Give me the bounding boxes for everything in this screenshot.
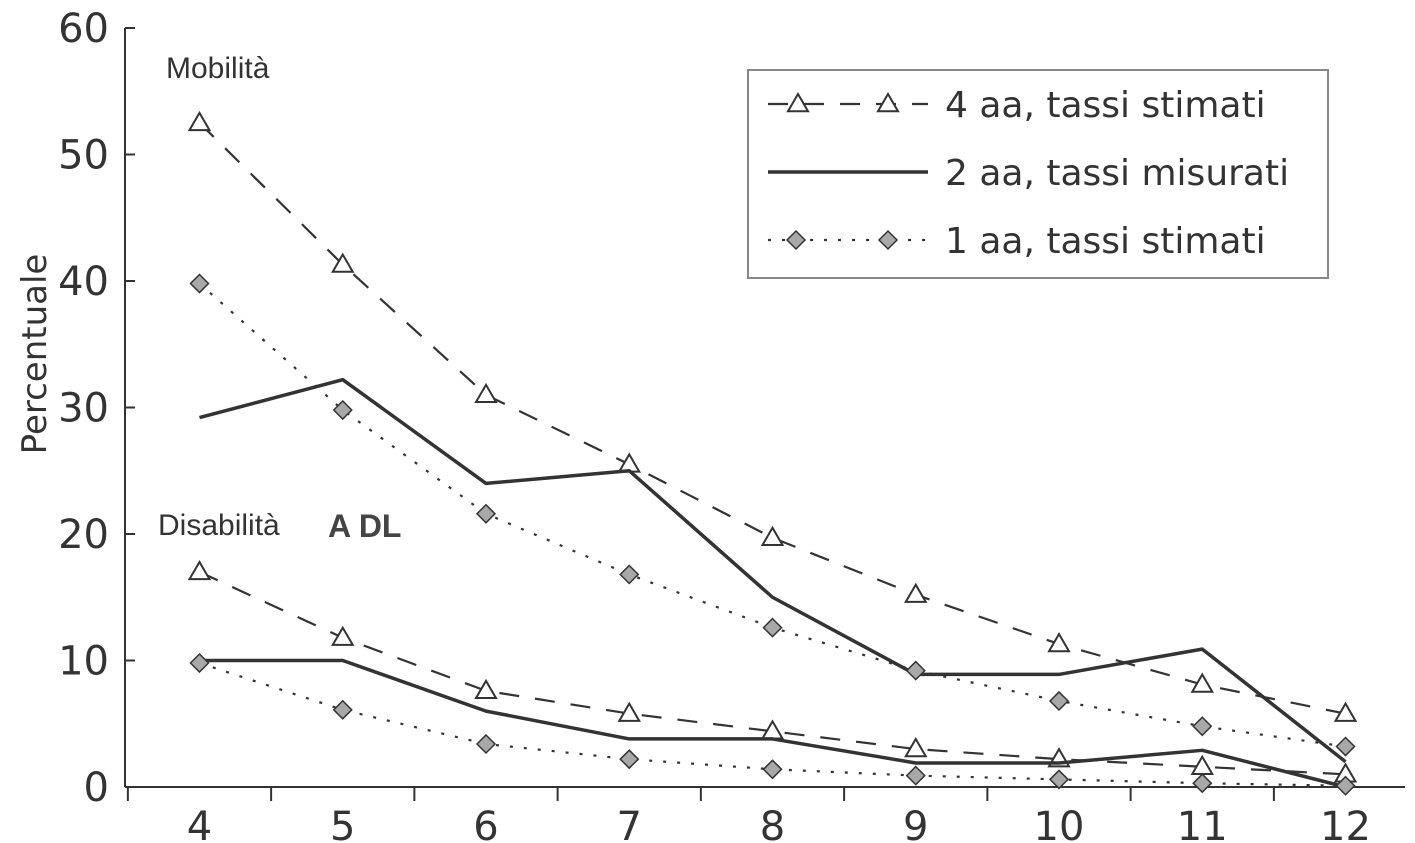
series-line <box>198 122 1346 715</box>
annotation-mobilita: Mobilità <box>166 52 270 85</box>
x-tick-label: 10 <box>1034 804 1085 843</box>
diamond-marker <box>1048 690 1070 712</box>
triangle-marker <box>760 525 785 546</box>
triangle-marker <box>1333 701 1358 722</box>
diamond-marker <box>332 699 353 720</box>
triangle-marker <box>474 678 498 700</box>
legend: 4 aa, tassi stimati 2 aa, tassi misurati… <box>747 69 1329 279</box>
diamond-marker <box>189 652 210 674</box>
y-tick-label: 60 <box>58 6 109 52</box>
series-line <box>199 570 1346 776</box>
triangle-marker <box>904 582 928 603</box>
diamond-marker <box>762 759 783 780</box>
annotation-adl: A DL <box>328 508 401 544</box>
legend-label-1aa: 1 aa, tassi stimati <box>945 221 1266 262</box>
triangle-marker <box>904 737 928 758</box>
diamond-marker <box>1335 775 1356 796</box>
diamond-marker <box>905 660 926 681</box>
group-disabilita-adl <box>187 559 1358 796</box>
y-tick-label: 50 <box>58 133 109 179</box>
triangle-marker <box>331 252 355 273</box>
x-tick-label: 7 <box>617 804 642 843</box>
series-layer <box>187 110 1358 796</box>
annotation-disabilita: Disabilità <box>158 509 280 542</box>
diamond-marker <box>619 564 640 585</box>
triangle-marker <box>1047 632 1071 653</box>
diamond-marker <box>785 229 807 251</box>
series-line <box>199 377 1347 764</box>
diamond-marker <box>332 399 353 421</box>
diamond-marker <box>189 273 210 294</box>
series-line <box>199 661 1346 787</box>
triangle-marker <box>1190 672 1214 693</box>
diamond-marker <box>877 229 899 251</box>
series-line <box>199 658 1346 789</box>
y-tick-label: 20 <box>58 512 109 558</box>
triangle-marker <box>786 92 810 113</box>
legend-label-4aa: 4 aa, tassi stimati <box>945 85 1266 126</box>
y-tick-label: 10 <box>58 639 109 685</box>
x-tick-label: 11 <box>1177 804 1228 843</box>
diamond-marker <box>475 733 497 755</box>
diamond-marker <box>619 749 640 770</box>
diamond-marker <box>762 617 783 638</box>
legend-samples <box>768 92 928 251</box>
x-tick-label: 6 <box>473 804 498 843</box>
y-tick-label: 0 <box>84 765 109 811</box>
legend-label-2aa: 2 aa, tassi misurati <box>945 153 1289 194</box>
triangle-marker <box>331 625 355 646</box>
diamond-marker <box>1048 769 1070 790</box>
diamond-marker <box>905 765 926 786</box>
triangle-marker <box>474 382 498 404</box>
diamond-marker <box>475 503 497 524</box>
diamond-marker <box>1192 716 1213 737</box>
diamond-marker <box>1192 773 1213 794</box>
diamond-marker <box>1335 736 1356 757</box>
triangle-marker <box>187 110 212 132</box>
x-tick-label: 4 <box>187 804 212 843</box>
x-tick-label: 9 <box>903 804 928 843</box>
y-tick-label: 30 <box>58 386 109 432</box>
triangle-marker <box>187 559 212 581</box>
triangle-marker <box>617 701 641 722</box>
x-tick-label: 8 <box>760 804 785 843</box>
group-mobilita <box>187 110 1358 764</box>
x-tick-label: 12 <box>1320 804 1371 843</box>
x-tick-label: 5 <box>330 804 355 843</box>
triangle-marker <box>876 92 900 113</box>
y-axis-label: Percentuale <box>15 254 55 455</box>
axes: 0 10 20 30 40 50 60 4 5 6 7 8 9 10 11 12 <box>58 6 1405 843</box>
y-tick-label: 40 <box>58 259 109 305</box>
